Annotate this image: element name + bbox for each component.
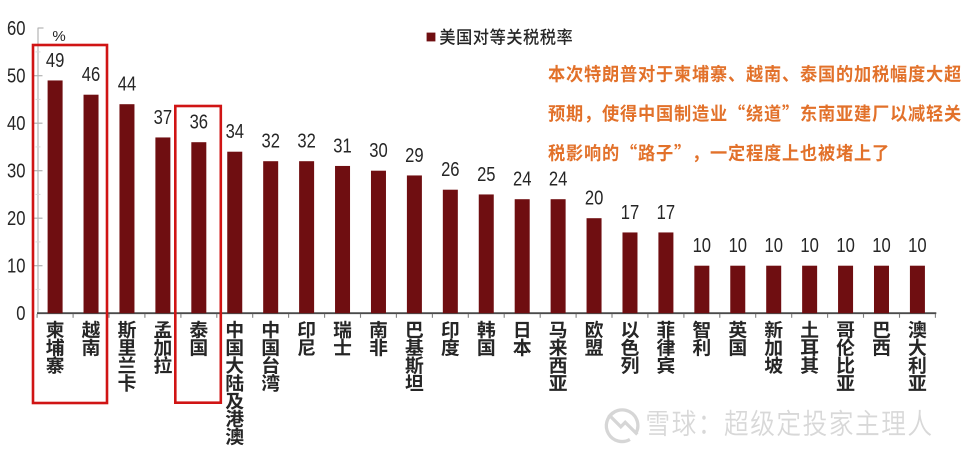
svg-text:32: 32: [297, 129, 315, 152]
svg-text:50: 50: [7, 64, 25, 87]
svg-text:46: 46: [82, 63, 100, 86]
svg-text:%: %: [52, 28, 65, 45]
svg-text:32: 32: [261, 129, 279, 152]
svg-text:10: 10: [7, 254, 25, 277]
svg-text:0: 0: [16, 302, 25, 325]
svg-text:37: 37: [154, 105, 172, 128]
svg-text:10: 10: [872, 234, 890, 257]
svg-text:60: 60: [7, 17, 25, 40]
svg-text:30: 30: [7, 159, 25, 182]
svg-text:17: 17: [657, 200, 675, 223]
svg-text:10: 10: [693, 234, 711, 257]
svg-text:36: 36: [190, 110, 208, 133]
svg-text:20: 20: [7, 207, 25, 230]
svg-text:34: 34: [226, 120, 244, 143]
svg-text:24: 24: [513, 167, 531, 190]
svg-text:49: 49: [46, 48, 64, 71]
svg-text:17: 17: [621, 200, 639, 223]
svg-text:20: 20: [585, 186, 603, 209]
svg-text:10: 10: [908, 234, 926, 257]
svg-text:10: 10: [836, 234, 854, 257]
svg-text:44: 44: [118, 72, 136, 95]
svg-text:10: 10: [729, 234, 747, 257]
svg-text:10: 10: [764, 234, 782, 257]
svg-text:40: 40: [7, 112, 25, 135]
svg-text:29: 29: [405, 143, 423, 166]
svg-text:30: 30: [369, 139, 387, 162]
svg-text:25: 25: [477, 162, 495, 185]
svg-text:31: 31: [333, 134, 351, 157]
svg-text:26: 26: [441, 158, 459, 181]
svg-text:10: 10: [800, 234, 818, 257]
svg-text:24: 24: [549, 167, 567, 190]
